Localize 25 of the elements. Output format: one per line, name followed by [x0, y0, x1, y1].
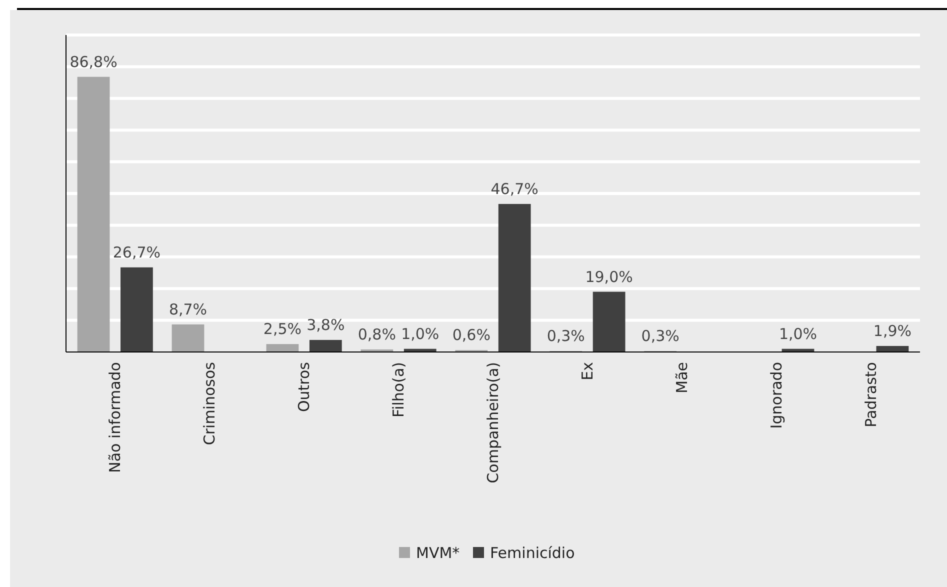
- data-label: 8,7%: [168, 300, 208, 318]
- data-label: 2,5%: [263, 320, 302, 338]
- x-tick-label: Não informado: [106, 362, 124, 473]
- x-tick-label: Ignorado: [767, 362, 786, 429]
- data-label: 3,8%: [306, 316, 345, 334]
- data-label: 26,7%: [112, 243, 161, 262]
- data-label: 1,9%: [873, 322, 912, 340]
- x-tick-label: Ex: [578, 362, 596, 380]
- x-tick-label: Companheiro(a): [484, 362, 502, 484]
- x-tick-label: Filho(a): [390, 362, 408, 418]
- data-label: 0,8%: [358, 325, 396, 344]
- data-label: 0,3%: [546, 327, 585, 346]
- x-tick-label: Mãe: [672, 362, 691, 394]
- data-label: 0,6%: [452, 326, 490, 344]
- data-label: 19,0%: [585, 268, 633, 286]
- x-tick-label: Outros: [295, 362, 314, 412]
- data-label: 46,7%: [490, 180, 538, 198]
- legend-label: Feminicídio: [490, 544, 575, 562]
- data-label: 0,3%: [641, 327, 680, 346]
- data-label: 1,0%: [778, 324, 818, 343]
- x-tick-label: Padrasto: [862, 362, 880, 428]
- data-label: 86,8%: [70, 52, 118, 71]
- x-tick-label: Criminosos: [200, 362, 219, 446]
- data-label: 1,0%: [401, 324, 440, 343]
- legend-label: MVM*: [416, 544, 460, 562]
